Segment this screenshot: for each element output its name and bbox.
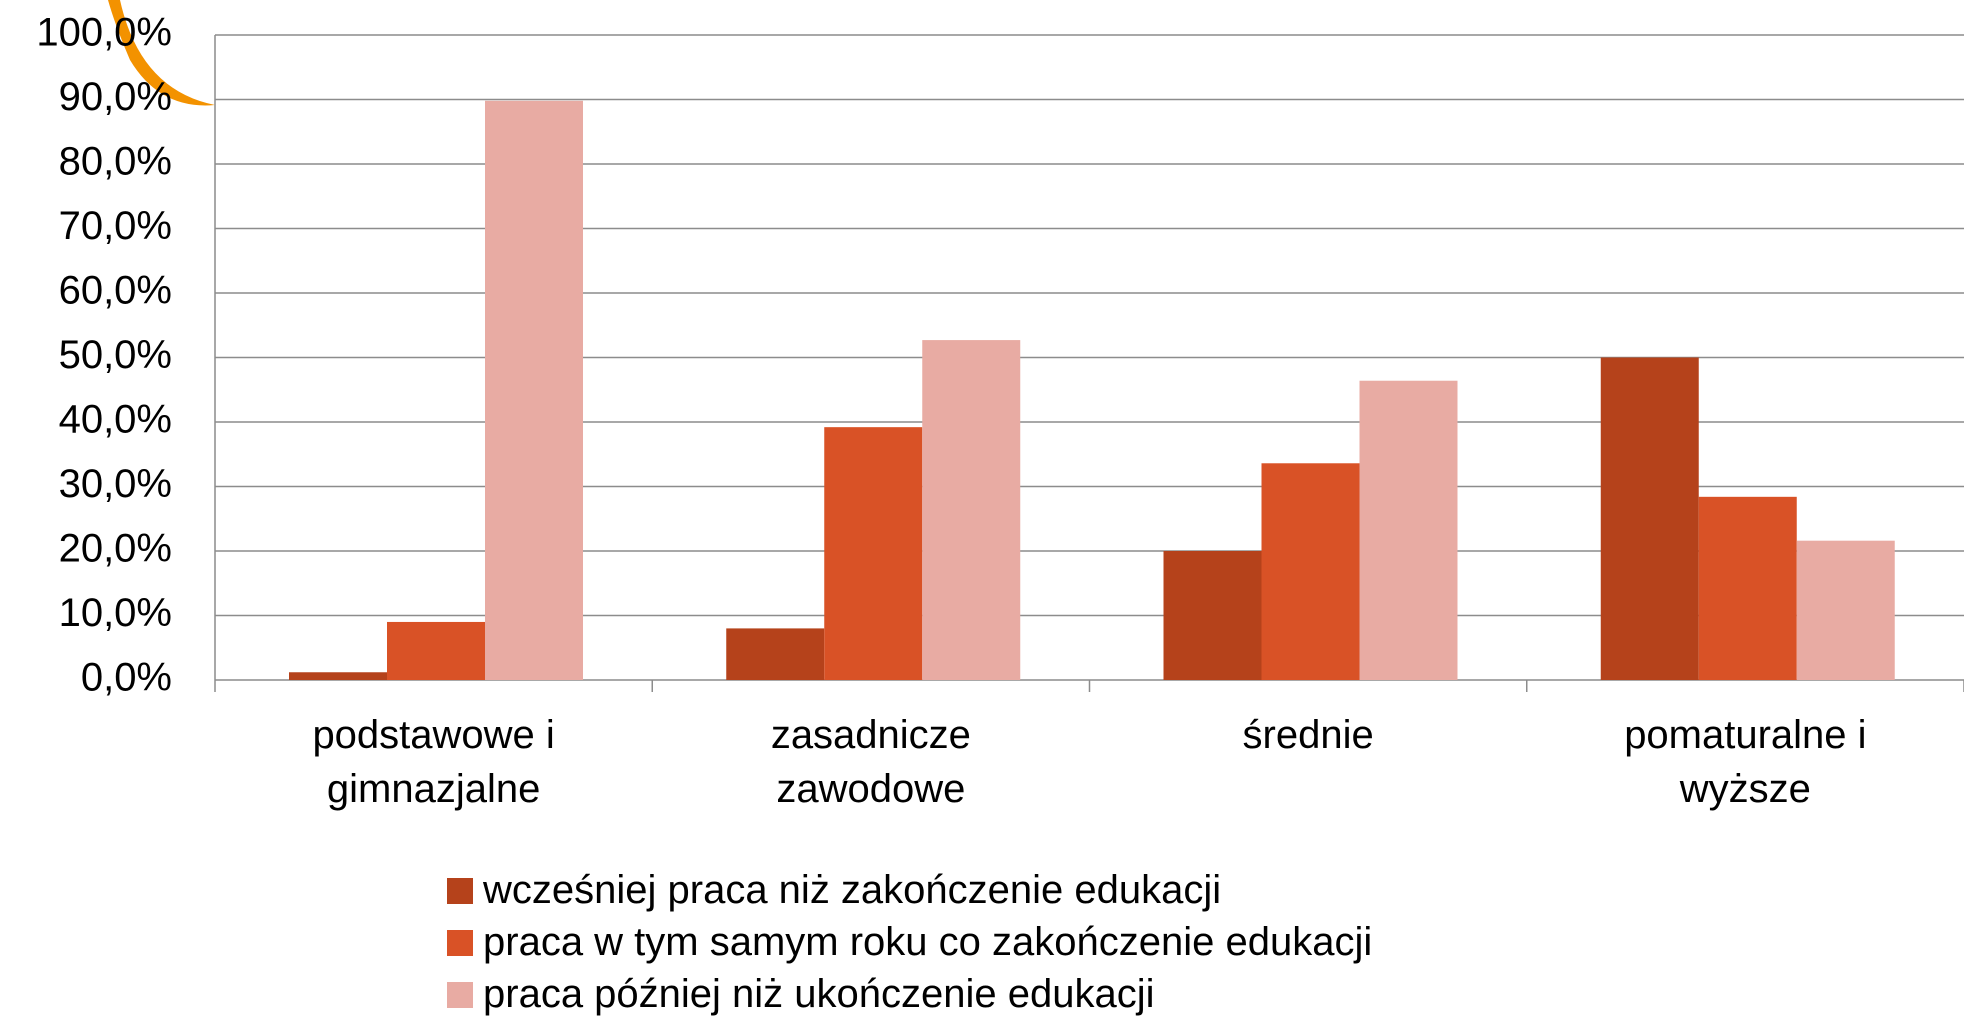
bar <box>922 340 1021 680</box>
y-tick-label: 40,0% <box>59 398 172 442</box>
bar <box>485 100 583 681</box>
legend-item: wcześniej praca niż zakończenie edukacji <box>447 868 1221 913</box>
legend-swatch <box>447 981 473 1008</box>
bar <box>1261 463 1360 680</box>
bar <box>1698 496 1797 680</box>
y-tick-label: 30,0% <box>59 462 172 506</box>
y-tick-label: 60,0% <box>59 269 172 313</box>
x-tick-label: zasadnicze zawodowe <box>770 713 971 811</box>
y-tick-label: 10,0% <box>59 591 172 635</box>
legend-item: praca później niż ukończenie edukacji <box>447 972 1155 1017</box>
bar <box>824 427 923 680</box>
bar <box>1600 357 1699 680</box>
bar <box>289 672 387 680</box>
y-tick-label: 70,0% <box>59 204 172 248</box>
x-tick-label: podstawowe i gimnazjalne <box>312 713 555 811</box>
y-tick-label: 100,0% <box>36 11 172 55</box>
legend-swatch <box>447 877 473 904</box>
bar <box>1163 551 1262 680</box>
y-tick-label: 50,0% <box>59 333 172 377</box>
y-tick-label: 0,0% <box>81 656 172 700</box>
legend-label: praca w tym samym roku co zakończenie ed… <box>483 920 1373 964</box>
x-tick-label: średnie <box>1242 713 1374 757</box>
bar <box>1359 380 1458 680</box>
y-tick-label: 20,0% <box>59 527 172 571</box>
bar <box>726 628 825 680</box>
decoration <box>108 0 215 106</box>
legend-swatch <box>447 929 473 956</box>
legend-label: praca później niż ukończenie edukacji <box>483 972 1155 1016</box>
legend-label: wcześniej praca niż zakończenie edukacji <box>483 868 1222 912</box>
bar <box>1796 540 1895 680</box>
x-tick-label: pomaturalne i wyższe <box>1624 713 1867 811</box>
bar <box>387 621 485 680</box>
y-tick-label: 90,0% <box>59 75 172 119</box>
y-tick-label: 80,0% <box>59 140 172 184</box>
legend-item: praca w tym samym roku co zakończenie ed… <box>447 920 1372 965</box>
